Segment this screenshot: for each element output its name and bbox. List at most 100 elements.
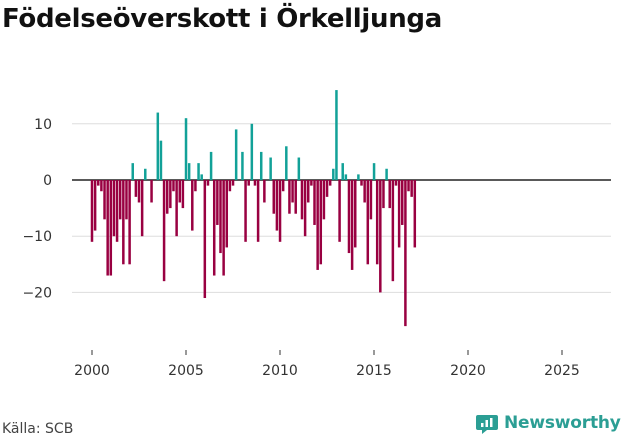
- bar: [241, 151, 244, 180]
- bar: [165, 180, 169, 214]
- bar: [407, 180, 410, 192]
- bar: [269, 157, 272, 180]
- bar: [172, 180, 175, 192]
- bar: [187, 163, 191, 180]
- bar: [162, 180, 166, 282]
- y-axis: −20 −10 0 10: [22, 117, 52, 302]
- bar: [300, 180, 304, 220]
- bar: [375, 180, 379, 265]
- bar: [247, 180, 250, 186]
- bar: [306, 180, 310, 203]
- bar: [159, 140, 163, 180]
- bar: [137, 180, 141, 203]
- bar: [244, 180, 247, 242]
- bar: [360, 180, 363, 186]
- bar: [391, 180, 395, 282]
- bar: [294, 180, 297, 214]
- bar: [100, 180, 103, 192]
- bar: [228, 180, 232, 192]
- bar: [335, 90, 338, 180]
- bar: [278, 180, 282, 242]
- bar: [209, 151, 213, 180]
- bar: [338, 180, 341, 242]
- bar: [366, 180, 370, 265]
- bar: [250, 123, 254, 180]
- newsworthy-logo-icon: [476, 415, 498, 434]
- source-note: Källa: SCB: [2, 421, 74, 437]
- bar: [194, 180, 197, 192]
- bar: [150, 180, 153, 203]
- bar: [288, 180, 291, 214]
- bar: [103, 180, 106, 220]
- x-tick-label: 2020: [450, 363, 486, 379]
- bar: [357, 174, 360, 180]
- bar: [332, 168, 335, 180]
- bar: [134, 180, 138, 197]
- bars: [90, 90, 417, 327]
- bar: [275, 180, 279, 231]
- bar: [297, 157, 301, 180]
- bar: [184, 118, 188, 180]
- bar: [303, 180, 307, 237]
- bar: [347, 180, 351, 254]
- bar: [115, 180, 119, 242]
- bar: [90, 180, 94, 242]
- bar: [253, 180, 257, 186]
- bar: [394, 180, 398, 186]
- bar: [191, 180, 194, 231]
- bar: [225, 180, 229, 248]
- bar: [212, 180, 216, 276]
- bar: [313, 180, 316, 225]
- chart-title: Födelseöverskott i Örkelljunga: [2, 4, 442, 34]
- bar: [156, 112, 160, 180]
- bar: [410, 180, 413, 197]
- x-axis: 2000 2005 2010 2015 2020 2025: [74, 350, 580, 379]
- bar: [259, 151, 263, 180]
- bar: [219, 180, 222, 254]
- y-tick-label: 0: [43, 173, 52, 189]
- bar: [344, 174, 348, 180]
- y-tick-label: 10: [34, 117, 52, 133]
- bar: [222, 180, 225, 276]
- y-tick-label: −10: [22, 229, 52, 245]
- x-tick-label: 2015: [356, 363, 392, 379]
- bar: [263, 180, 266, 203]
- bar: [256, 180, 260, 242]
- bar: [178, 180, 181, 203]
- brand-logo: Newsworthy: [476, 410, 621, 436]
- bar: [181, 180, 185, 209]
- bar: [363, 180, 366, 203]
- bar: [169, 180, 172, 209]
- bar: [316, 180, 319, 270]
- bar: [401, 180, 404, 225]
- bar: [310, 180, 313, 186]
- bar: [109, 180, 113, 276]
- bar: [397, 180, 401, 248]
- bar: [125, 180, 128, 220]
- bar: [216, 180, 219, 225]
- bar: [350, 180, 354, 270]
- bar: [231, 180, 235, 186]
- bar: [325, 180, 329, 197]
- bar: [319, 180, 323, 265]
- bar: [97, 180, 100, 186]
- bar: [385, 168, 388, 180]
- bar: [369, 180, 373, 220]
- bar: [200, 174, 203, 180]
- bar: [122, 180, 125, 265]
- y-tick-label: −20: [22, 285, 52, 301]
- bar: [206, 180, 210, 186]
- bar: [112, 180, 116, 237]
- x-tick-label: 2000: [74, 363, 110, 379]
- bar: [175, 180, 178, 237]
- bar: [291, 180, 294, 203]
- bar: [203, 180, 207, 299]
- grid-lines: [72, 123, 611, 293]
- x-tick-label: 2025: [544, 363, 580, 379]
- bar: [322, 180, 326, 220]
- bar: [93, 180, 97, 231]
- x-tick-label: 2005: [168, 363, 204, 379]
- bar: [379, 180, 382, 293]
- bar: [131, 163, 134, 180]
